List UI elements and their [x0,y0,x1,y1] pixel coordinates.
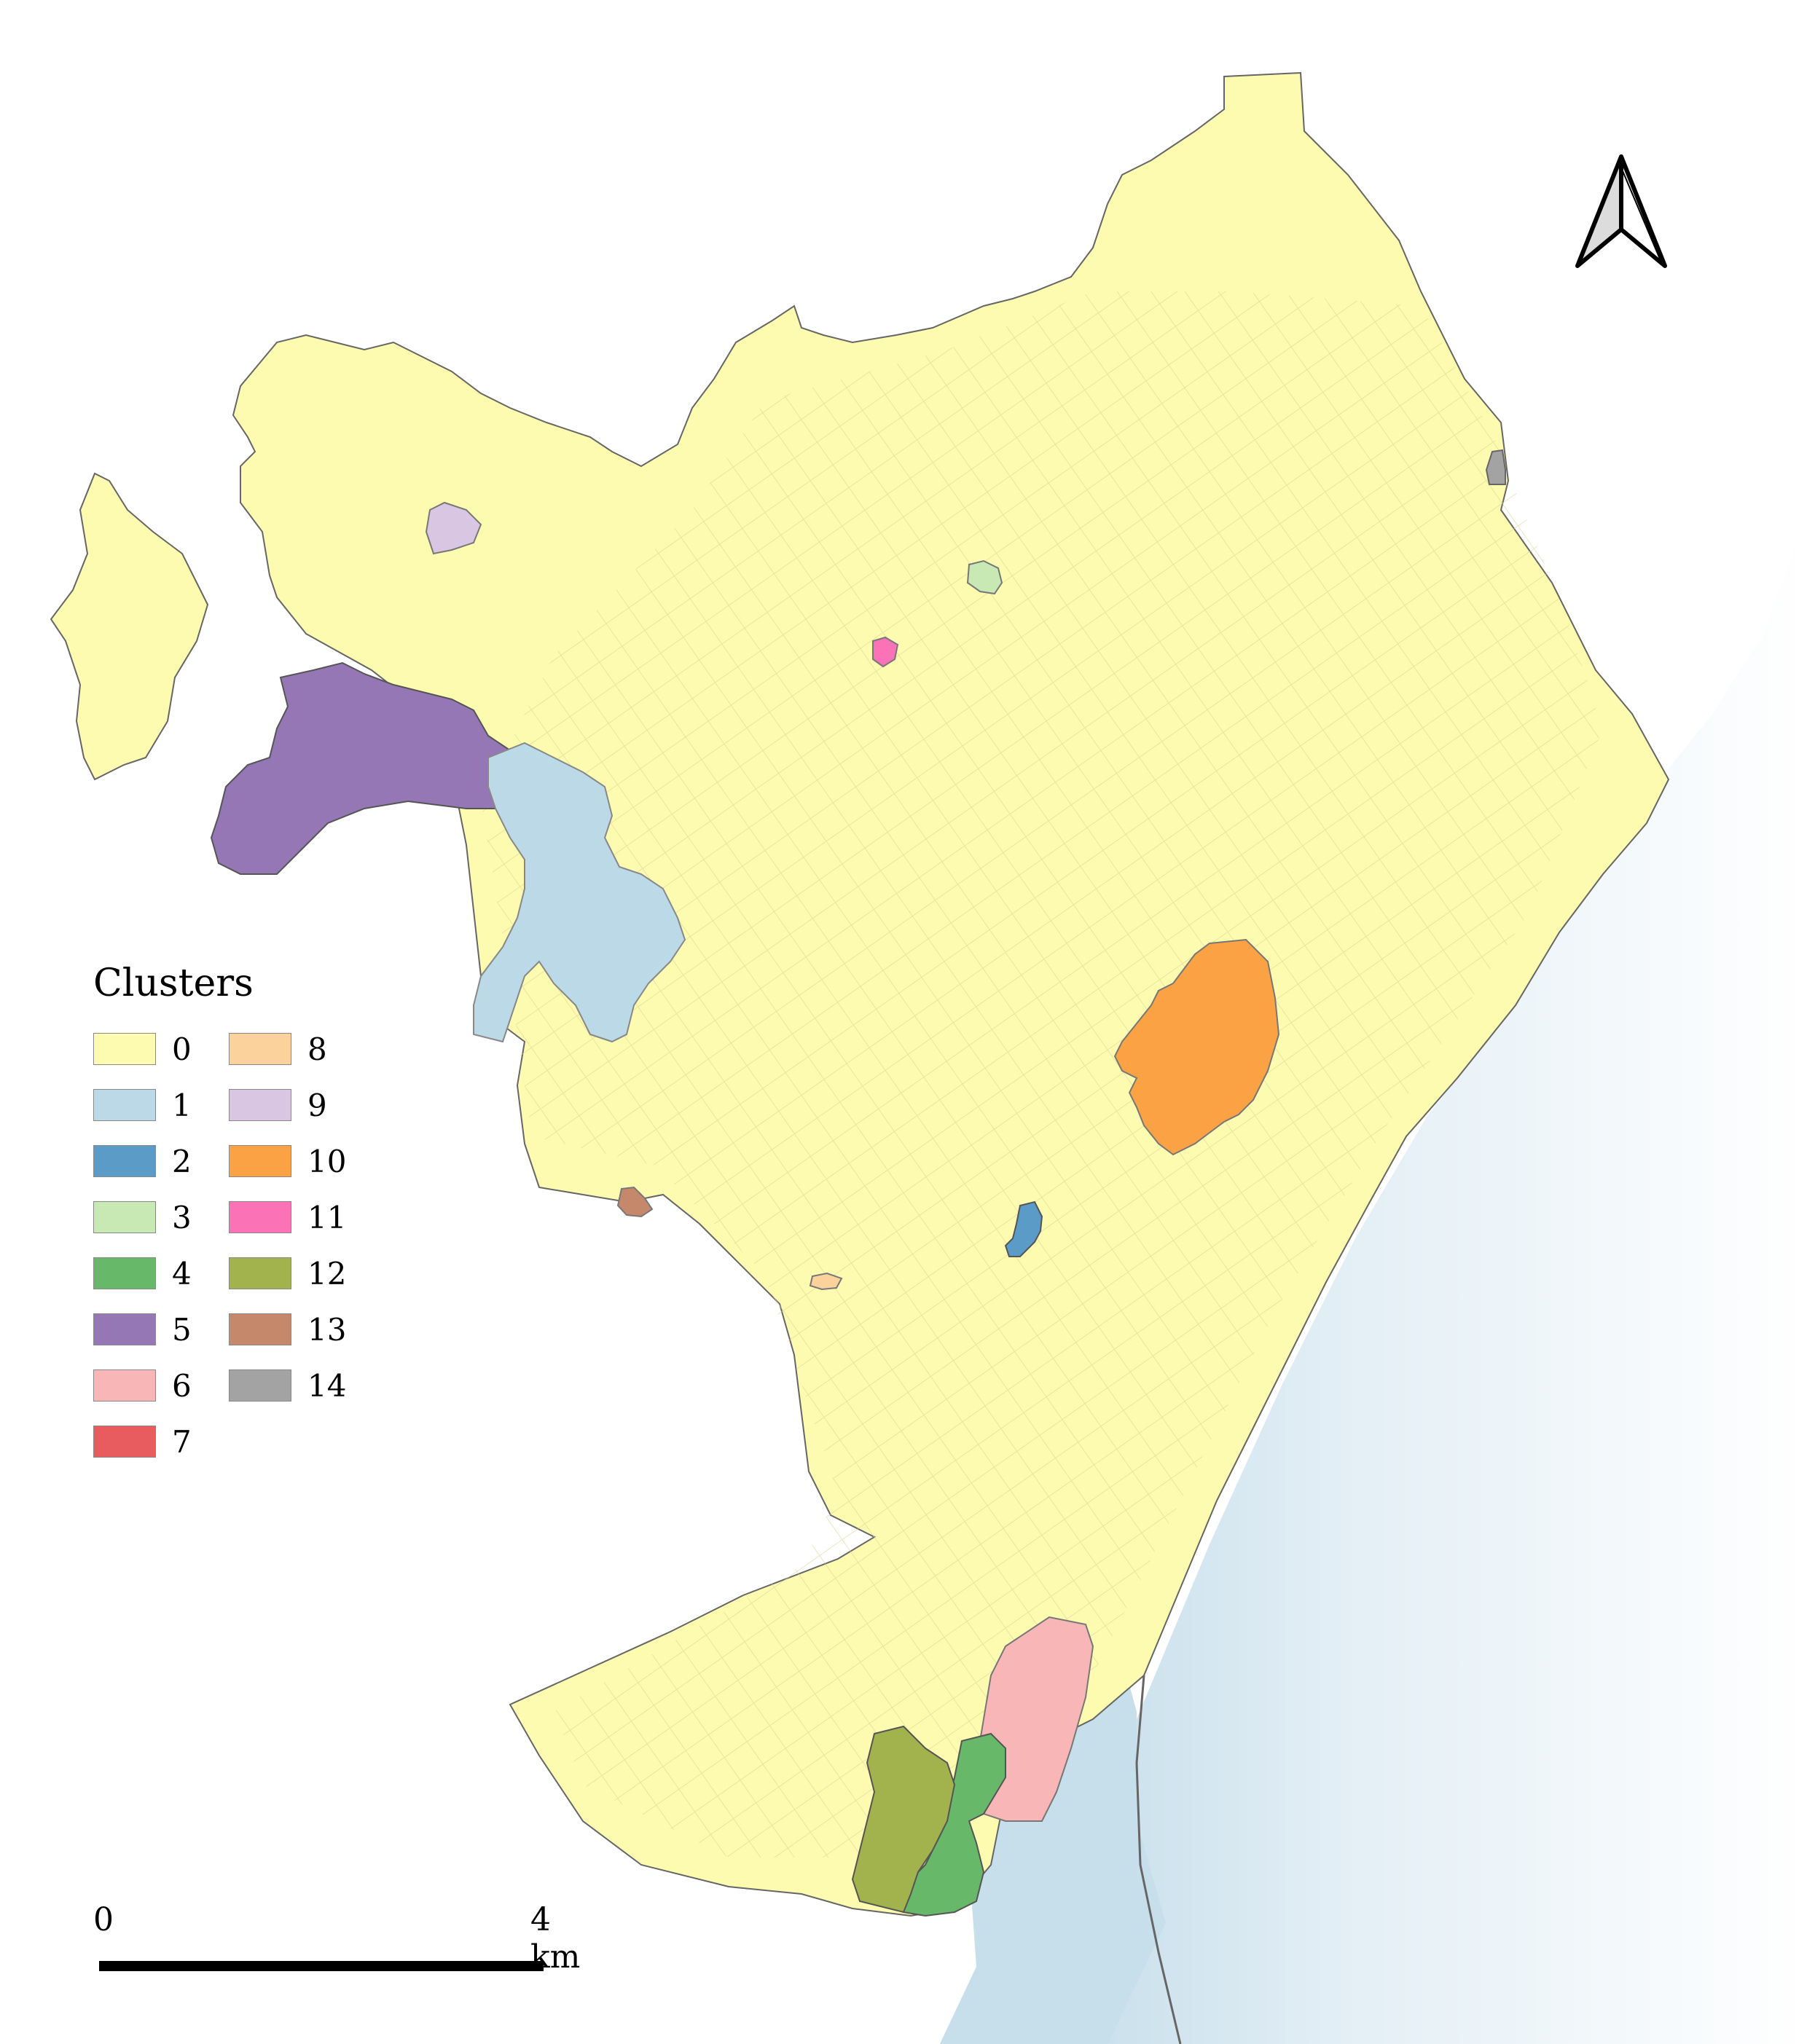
legend-item: 6 [93,1367,229,1404]
legend-item: 9 [229,1088,364,1123]
legend-swatch [93,1201,156,1233]
cluster-0-west [50,472,209,781]
legend-item: 4 [93,1255,229,1292]
legend-item: 5 [93,1311,229,1348]
legend-label: 3 [172,1199,192,1235]
legend-swatch [93,1089,156,1121]
scale-bar-line [99,1961,544,1971]
legend-item: 3 [93,1200,229,1235]
cluster-13-area [616,1186,654,1218]
cluster-1-area [473,742,686,1043]
legend-swatch [93,1033,156,1065]
cluster-10-area [1113,938,1280,1156]
cluster-14-area [1485,449,1506,485]
legend-swatch [229,1033,291,1065]
legend-label: 10 [307,1143,347,1179]
cluster-2-area [1004,1200,1043,1257]
legend-item: 2 [93,1144,229,1179]
legend-title: Clusters [93,962,254,1005]
north-arrow-icon [1575,154,1667,268]
legend-label: 8 [307,1031,327,1067]
legend-label: 2 [172,1143,192,1179]
legend-label: 11 [307,1199,347,1235]
cluster-9-area [425,501,482,555]
cluster-8-area [809,1272,843,1291]
legend-swatch [93,1369,156,1402]
scale-end-label: 4 km [530,1901,581,1976]
legend-item: 8 [229,1031,364,1067]
legend-label: 6 [172,1367,192,1404]
cluster-5-area [210,661,526,875]
cluster-3-area [966,559,1003,595]
legend-grid: 0 8 1 9 2 10 3 11 4 12 5 13 6 14 7 [93,1031,399,1460]
scale-start-label: 0 [93,1901,114,1938]
legend-label: 9 [307,1087,327,1123]
breakwater [1135,1675,1182,2044]
legend-label: 13 [307,1311,347,1348]
legend-label: 1 [172,1087,192,1123]
street-texture [481,291,1603,1858]
legend-swatch [229,1089,291,1121]
legend-item: 13 [229,1311,364,1348]
legend-item: 12 [229,1255,364,1292]
legend-label: 5 [172,1311,192,1348]
legend-swatch [229,1145,291,1177]
legend-item: 14 [229,1367,364,1404]
legend-swatch [229,1201,291,1233]
legend-swatch [93,1257,156,1289]
sea [940,452,1807,2044]
legend-swatch [93,1145,156,1177]
legend-swatch [93,1426,156,1458]
cluster-12-area [851,1725,956,1914]
cluster-11-area [872,636,899,668]
legend-label: 7 [172,1423,192,1460]
legend-item: 10 [229,1144,364,1179]
legend-label: 12 [307,1255,347,1292]
legend-swatch [229,1257,291,1289]
legend-swatch [229,1313,291,1345]
legend-item: 7 [93,1423,229,1460]
legend-label: 14 [307,1367,347,1404]
legend: Clusters 0 8 1 9 2 10 3 11 4 12 5 13 6 14 7 [93,962,399,1460]
legend-empty-cell [229,1424,364,1459]
legend-swatch [229,1369,291,1402]
scale-bar: 0 4 km [93,1901,580,1989]
legend-item: 11 [229,1200,364,1235]
legend-swatch [93,1313,156,1345]
legend-label: 0 [172,1031,192,1067]
legend-item: 0 [93,1031,229,1067]
legend-item: 1 [93,1088,229,1123]
legend-label: 4 [172,1255,192,1292]
